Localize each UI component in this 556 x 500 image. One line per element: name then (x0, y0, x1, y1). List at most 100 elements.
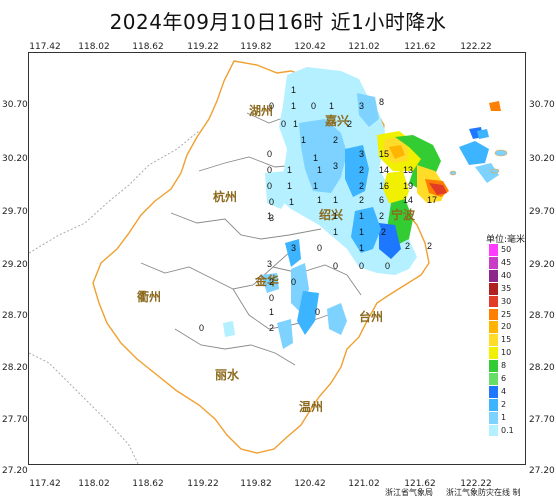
lat-tick-left: 30.70 (2, 100, 28, 110)
station-value: 0 (317, 243, 322, 253)
station-value: 1 (269, 307, 274, 317)
station-value: 0 (269, 101, 274, 111)
station-value: 2 (269, 323, 274, 333)
lat-tick-left: 29.20 (2, 260, 28, 270)
station-value: 1 (287, 165, 292, 175)
lon-tick-top: 119.22 (187, 42, 219, 52)
lat-tick-right: 29.70 (529, 207, 555, 217)
legend-label: 40 (501, 270, 512, 280)
station-value: 0 (269, 293, 274, 303)
legend-swatch (489, 308, 498, 321)
lon-tick-bottom: 119.82 (240, 479, 272, 489)
legend-label: 2 (501, 399, 507, 409)
station-value: 0 (359, 261, 364, 271)
precipitation-map: 湖州 嘉兴 杭州 绍兴 宁波 衢州 金华 台州 丽水 温州 1 0 1 0 1 … (29, 60, 508, 464)
lat-tick-right: 28.20 (529, 363, 555, 373)
legend-swatch (489, 424, 498, 437)
station-value: 2 (359, 181, 364, 191)
station-value: 3 (267, 259, 272, 269)
legend-swatch (489, 244, 498, 256)
legend-label: 20 (501, 322, 512, 332)
city-label-taizhou: 台州 (359, 309, 383, 324)
city-label-quzhou: 衢州 (137, 289, 161, 304)
lon-tick-top: 120.42 (294, 42, 326, 52)
station-value: 1 (313, 153, 318, 163)
lat-tick-left: 28.70 (2, 311, 28, 321)
station-value: 3 (333, 161, 338, 171)
lat-tick-left: 27.20 (2, 466, 28, 476)
lat-tick-right: 29.20 (529, 260, 555, 270)
islands (449, 149, 508, 176)
station-value: 1 (289, 197, 294, 207)
legend-label: 10 (501, 348, 512, 358)
station-value: 2 (359, 195, 364, 205)
station-value: 2 (381, 227, 386, 237)
legend-label: 30 (501, 296, 512, 306)
lon-tick-top: 117.42 (29, 42, 61, 52)
lon-tick-bottom: 117.42 (29, 479, 61, 489)
station-value: 8 (379, 97, 384, 107)
station-value: 2 (405, 241, 410, 251)
lat-tick-left: 29.70 (2, 207, 28, 217)
station-value: 0 (333, 261, 338, 271)
station-value: 2 (333, 135, 338, 145)
station-value: 3 (359, 149, 364, 159)
lon-tick-top: 121.62 (404, 42, 436, 52)
credit-producer: 浙江气象防灾在线 制 (446, 488, 521, 497)
station-values: 1 0 1 0 1 3 8 0 1 1 2 2 1 0 3 15 0 1 1 3… (199, 85, 437, 333)
legend-swatch (489, 321, 498, 334)
legend-swatch (489, 347, 498, 360)
neighbor-boundary (29, 130, 200, 254)
station-value: 1 (333, 195, 338, 205)
station-value: 1 (291, 101, 296, 111)
lon-tick-bottom: 121.02 (348, 479, 380, 489)
map-title: 2024年09月10日16时 近1小时降水 (109, 10, 447, 34)
lon-tick-top: 118.02 (78, 42, 110, 52)
lat-tick-right: 30.20 (529, 154, 555, 164)
legend-label: 35 (501, 283, 512, 293)
station-value: 0 (269, 197, 274, 207)
station-value: 0 (311, 101, 316, 111)
station-value: 2 (359, 165, 364, 175)
city-label-jiaxing: 嘉兴 (324, 113, 349, 128)
station-value: 3 (359, 101, 364, 111)
station-value: 1 (317, 195, 322, 205)
station-value: 1 (329, 101, 334, 111)
station-value: 0 (385, 261, 390, 271)
station-value: 1 (287, 181, 292, 191)
legend-label: 25 (501, 309, 512, 319)
lat-tick-left: 27.70 (2, 415, 28, 425)
legend-label: 8 (501, 361, 507, 371)
station-value: 0 (281, 119, 286, 129)
city-label-ningbo: 宁波 (391, 207, 416, 222)
station-value: 1 (359, 243, 364, 253)
station-value: 2 (427, 241, 432, 251)
city-label-lishui: 丽水 (215, 367, 240, 382)
station-value: 14 (403, 195, 413, 205)
station-value: 1 (359, 211, 364, 221)
station-value: 2 (269, 277, 274, 287)
lon-tick-bottom: 122.22 (460, 479, 492, 489)
city-label-wenzhou: 温州 (299, 400, 323, 414)
station-value: 13 (403, 165, 413, 175)
legend-label: 15 (501, 335, 512, 345)
lon-tick-top: 118.62 (132, 42, 164, 52)
legend-label: 1 (501, 412, 507, 422)
lon-tick-bottom: 118.02 (78, 479, 110, 489)
city-label-huzhou: 湖州 (249, 103, 273, 118)
lat-tick-left: 30.20 (2, 154, 28, 164)
legend-label: 50 (501, 245, 512, 254)
legend-swatch (489, 295, 498, 308)
legend-swatch (489, 385, 498, 398)
legend-swatch (489, 373, 498, 385)
lat-tick-left: 28.20 (2, 363, 28, 373)
station-value: 1 (301, 135, 306, 145)
legend-label: 45 (501, 257, 512, 267)
lon-tick-bottom: 121.62 (404, 479, 436, 489)
station-value: 1 (293, 119, 298, 129)
lon-tick-top: 121.02 (348, 42, 380, 52)
station-value: 0 (267, 165, 272, 175)
lon-tick-bottom: 120.42 (294, 479, 326, 489)
lon-tick-bottom: 118.62 (132, 479, 164, 489)
legend-label: 4 (501, 386, 507, 396)
